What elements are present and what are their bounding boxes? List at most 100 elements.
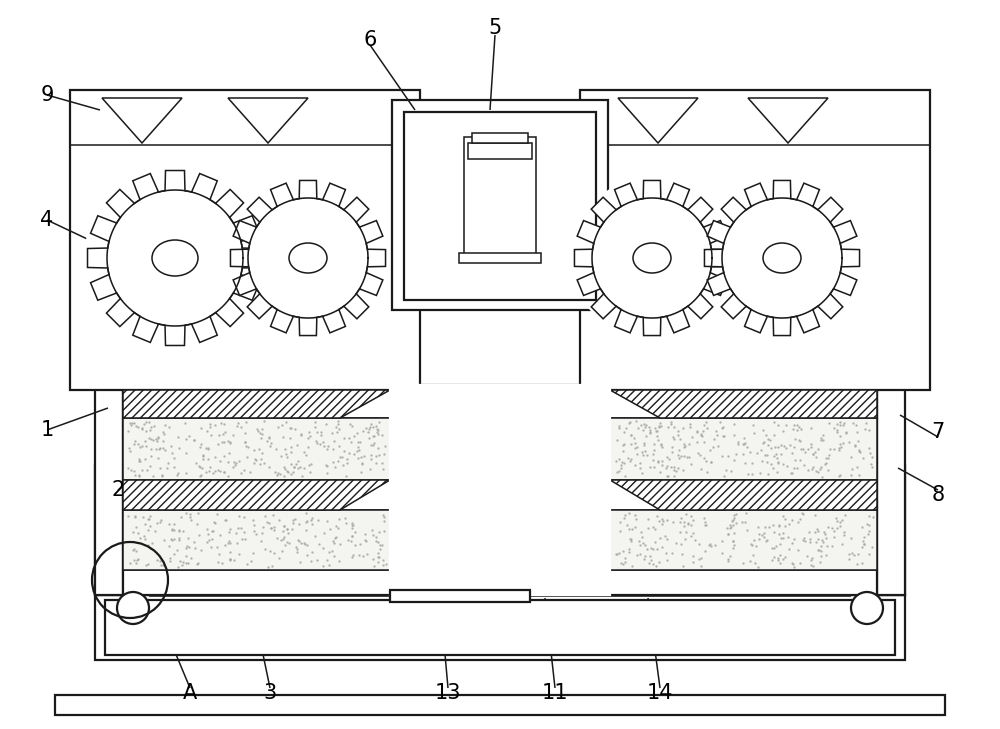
Ellipse shape (289, 243, 327, 273)
Polygon shape (247, 294, 272, 319)
Polygon shape (123, 390, 390, 418)
Bar (390, 385, 610, 595)
Polygon shape (745, 310, 767, 333)
Ellipse shape (633, 243, 671, 273)
Bar (55, 695, 945, 715)
Bar (464, 137, 536, 255)
Bar (877, 385, 905, 595)
Text: 11: 11 (542, 683, 568, 703)
Bar (468, 143, 532, 159)
Polygon shape (703, 221, 727, 243)
Bar (404, 112, 596, 300)
Bar (105, 600, 895, 655)
Polygon shape (704, 249, 723, 267)
Bar (95, 595, 905, 660)
Polygon shape (688, 198, 713, 222)
Polygon shape (271, 183, 293, 206)
Polygon shape (344, 198, 369, 222)
Polygon shape (797, 183, 819, 206)
Polygon shape (344, 294, 369, 319)
Text: 3: 3 (263, 683, 277, 703)
Polygon shape (228, 98, 308, 143)
Polygon shape (667, 310, 689, 333)
Ellipse shape (763, 243, 801, 273)
Bar (472, 133, 528, 143)
Polygon shape (711, 249, 730, 267)
Text: 4: 4 (40, 210, 54, 230)
Polygon shape (367, 249, 386, 267)
Polygon shape (88, 248, 108, 268)
Circle shape (117, 592, 149, 624)
Polygon shape (818, 294, 843, 319)
Circle shape (227, 177, 389, 339)
Bar (610, 418, 877, 480)
Bar (123, 418, 390, 480)
Polygon shape (797, 310, 819, 333)
Polygon shape (615, 310, 637, 333)
Bar (95, 385, 123, 595)
Polygon shape (216, 298, 244, 327)
Bar (95, 465, 123, 595)
Text: 5: 5 (488, 18, 502, 38)
Circle shape (84, 167, 266, 349)
Circle shape (851, 592, 883, 624)
Bar (123, 385, 877, 595)
Bar (392, 100, 608, 310)
Polygon shape (615, 183, 637, 206)
Text: 8: 8 (931, 485, 945, 505)
Polygon shape (721, 198, 746, 222)
Polygon shape (91, 216, 117, 241)
Polygon shape (703, 273, 727, 295)
Polygon shape (359, 221, 383, 243)
Polygon shape (721, 294, 746, 319)
Polygon shape (773, 181, 791, 198)
Polygon shape (643, 317, 661, 335)
Text: 7: 7 (931, 422, 945, 442)
Polygon shape (745, 183, 767, 206)
Polygon shape (707, 221, 731, 243)
Polygon shape (248, 198, 368, 318)
Polygon shape (107, 190, 243, 326)
Polygon shape (299, 317, 317, 335)
Polygon shape (233, 273, 257, 295)
Polygon shape (773, 317, 791, 335)
Polygon shape (574, 249, 593, 267)
Text: 2: 2 (111, 480, 125, 500)
Bar (610, 510, 877, 570)
Polygon shape (106, 298, 134, 327)
Bar (459, 253, 541, 263)
Bar (877, 465, 905, 595)
Text: 9: 9 (40, 85, 54, 105)
Bar (580, 90, 930, 390)
Polygon shape (643, 181, 661, 198)
Polygon shape (610, 390, 877, 418)
Text: 14: 14 (647, 683, 673, 703)
Polygon shape (271, 310, 293, 333)
Polygon shape (102, 98, 182, 143)
Text: 13: 13 (435, 683, 461, 703)
Text: 6: 6 (363, 30, 377, 50)
Polygon shape (299, 181, 317, 198)
Polygon shape (610, 480, 877, 510)
Polygon shape (591, 198, 616, 222)
Polygon shape (106, 190, 134, 217)
Text: 1: 1 (40, 420, 54, 440)
Polygon shape (577, 221, 601, 243)
Text: A: A (183, 683, 197, 703)
Polygon shape (192, 316, 217, 343)
Polygon shape (230, 249, 249, 267)
Bar (123, 510, 390, 570)
Polygon shape (359, 273, 383, 295)
Polygon shape (323, 183, 345, 206)
Polygon shape (833, 273, 857, 295)
Polygon shape (233, 275, 259, 300)
Ellipse shape (152, 240, 198, 276)
Polygon shape (165, 325, 185, 346)
Polygon shape (133, 316, 158, 343)
Polygon shape (577, 273, 601, 295)
Polygon shape (707, 273, 731, 295)
Polygon shape (192, 174, 217, 200)
Polygon shape (722, 198, 842, 318)
Bar (70, 90, 420, 390)
Polygon shape (165, 171, 185, 191)
